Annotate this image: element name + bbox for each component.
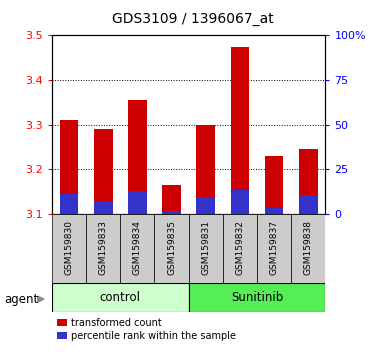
Text: GSM159833: GSM159833 — [99, 220, 108, 275]
Bar — [196, 125, 215, 214]
Bar — [299, 195, 318, 214]
Bar — [94, 201, 113, 214]
Bar — [94, 129, 113, 214]
Text: GSM159832: GSM159832 — [235, 220, 244, 275]
Bar — [162, 211, 181, 214]
FancyBboxPatch shape — [189, 283, 325, 312]
Bar — [299, 149, 318, 214]
Text: GSM159834: GSM159834 — [133, 220, 142, 275]
Text: Sunitinib: Sunitinib — [231, 291, 283, 304]
FancyBboxPatch shape — [291, 214, 325, 283]
FancyBboxPatch shape — [120, 214, 154, 283]
Bar — [162, 185, 181, 214]
Bar — [231, 47, 249, 214]
FancyBboxPatch shape — [257, 214, 291, 283]
Text: GSM159838: GSM159838 — [304, 220, 313, 275]
Bar — [60, 194, 79, 214]
FancyBboxPatch shape — [189, 214, 223, 283]
Text: GSM159831: GSM159831 — [201, 220, 210, 275]
FancyBboxPatch shape — [86, 214, 120, 283]
Text: GSM159835: GSM159835 — [167, 220, 176, 275]
Bar — [264, 209, 283, 214]
Text: GDS3109 / 1396067_at: GDS3109 / 1396067_at — [112, 12, 273, 27]
Text: GSM159830: GSM159830 — [65, 220, 74, 275]
Text: GSM159837: GSM159837 — [270, 220, 279, 275]
Bar — [60, 120, 79, 214]
Bar — [128, 100, 147, 214]
FancyBboxPatch shape — [223, 214, 257, 283]
Text: control: control — [100, 291, 141, 304]
FancyBboxPatch shape — [52, 214, 86, 283]
FancyBboxPatch shape — [154, 214, 189, 283]
Legend: transformed count, percentile rank within the sample: transformed count, percentile rank withi… — [57, 318, 236, 341]
FancyBboxPatch shape — [52, 283, 189, 312]
Bar — [231, 190, 249, 214]
Bar — [264, 156, 283, 214]
Bar — [196, 197, 215, 214]
Bar — [128, 191, 147, 214]
Text: agent: agent — [4, 293, 38, 306]
